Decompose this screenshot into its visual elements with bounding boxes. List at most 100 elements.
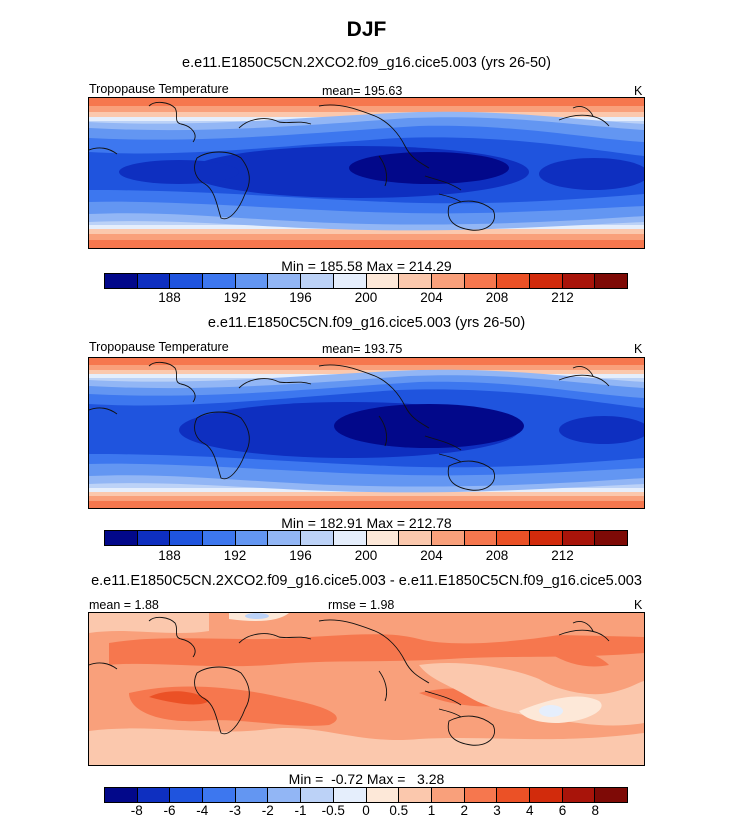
colorbar-segment (431, 531, 465, 545)
panel-3-colorbar-ticks: -8 -6 -4 -3 -2 -1 -0.5 0 0.5 1 2 3 4 6 8 (0, 803, 733, 821)
colorbar-segment (399, 274, 432, 288)
colorbar-segment (431, 274, 465, 288)
panel-1-map (88, 97, 645, 249)
colorbar-segment (105, 274, 138, 288)
panel-1-colorbar-ticks: 188 192 196 200 204 208 212 (0, 290, 733, 308)
colorbar-tick-label: -0.5 (321, 803, 345, 818)
colorbar-segment (562, 531, 596, 545)
colorbar-segment (137, 531, 171, 545)
colorbar-segment (235, 274, 269, 288)
panel-3-heatmap (89, 613, 644, 765)
colorbar-segment (170, 274, 204, 288)
colorbar-tick-label: 204 (420, 548, 443, 563)
panel-2-stats: Min = 182.91 Max = 212.78 (281, 515, 452, 531)
colorbar-segment (497, 274, 530, 288)
panel-2-title: e.e11.E1850C5CN.f09_g16.cice5.003 (yrs 2… (207, 315, 526, 331)
colorbar-tick-label: -4 (196, 803, 209, 818)
colorbar-tick-label: 200 (354, 548, 378, 563)
colorbar-segment (203, 274, 236, 288)
colorbar-tick-label: 208 (485, 548, 509, 563)
panel-2-map (88, 357, 645, 509)
panel-2-heatmap (89, 358, 644, 508)
panel-3-map (88, 612, 645, 766)
panel-3-mean-label: mean = 1.88 (89, 598, 159, 612)
panel-3-rmse-label: rmse = 1.98 (328, 598, 395, 612)
colorbar-tick-label: 4 (525, 803, 534, 818)
colorbar-segment (529, 531, 563, 545)
colorbar-segment (464, 274, 498, 288)
colorbar-tick-label: 6 (558, 803, 567, 818)
colorbar-segment (333, 274, 367, 288)
colorbar-segment (366, 788, 400, 802)
colorbar-segment (137, 788, 171, 802)
colorbar-tick-label: 8 (591, 803, 600, 818)
colorbar-segment (170, 531, 204, 545)
colorbar-segment (497, 788, 530, 802)
colorbar-segment (595, 274, 627, 288)
colorbar-tick-label: 196 (289, 548, 312, 563)
colorbar-tick-label: -6 (163, 803, 176, 818)
colorbar-segment (301, 531, 334, 545)
colorbar-segment (301, 788, 334, 802)
colorbar-tick-label: 2 (460, 803, 469, 818)
panel-3-units-label: K (634, 598, 643, 612)
colorbar-segment (235, 531, 269, 545)
colorbar-segment (105, 531, 138, 545)
colorbar-tick-label: 196 (289, 290, 312, 305)
colorbar-segment (464, 531, 498, 545)
colorbar-segment (170, 788, 204, 802)
panel-1-heatmap (89, 98, 644, 248)
colorbar-tick-label: 212 (551, 548, 574, 563)
figure-title: DJF (346, 18, 387, 41)
colorbar-tick-label: 192 (223, 290, 247, 305)
colorbar-segment (529, 788, 563, 802)
panel-3-colorbar (104, 787, 628, 803)
colorbar-segment (203, 531, 236, 545)
panel-1-stats: Min = 185.58 Max = 214.29 (281, 258, 452, 274)
colorbar-segment (301, 274, 334, 288)
colorbar-segment (562, 788, 596, 802)
panel-3-stats: Min = -0.72 Max = 3.28 (288, 771, 445, 787)
panel-1-colorbar (104, 273, 628, 289)
colorbar-segment (595, 531, 627, 545)
colorbar-segment (268, 531, 302, 545)
colorbar-segment (137, 274, 171, 288)
colorbar-segment (431, 788, 465, 802)
colorbar-tick-label: -2 (261, 803, 274, 818)
panel-1-title: e.e11.E1850C5CN.2XCO2.f09_g16.cice5.003 … (182, 55, 551, 71)
colorbar-tick-label: -1 (294, 803, 307, 818)
colorbar-tick-label: 0.5 (389, 803, 409, 818)
colorbar-segment (464, 788, 498, 802)
panel-2-variable-label: Tropopause Temperature (89, 340, 229, 354)
colorbar-segment (333, 531, 367, 545)
colorbar-tick-label: 3 (493, 803, 501, 818)
colorbar-tick-label: 1 (427, 803, 436, 818)
colorbar-segment (333, 788, 367, 802)
colorbar-tick-label: 188 (158, 290, 181, 305)
panel-1-mean-label: mean= 195.63 (322, 84, 403, 98)
panel-1-variable-label: Tropopause Temperature (89, 82, 229, 96)
colorbar-tick-label: 212 (551, 290, 574, 305)
panel-1-units-label: K (634, 84, 643, 98)
colorbar-segment (497, 531, 530, 545)
panel-2-mean-label: mean= 193.75 (322, 342, 403, 356)
colorbar-segment (268, 274, 302, 288)
panel-2-units-label: K (634, 342, 643, 356)
colorbar-tick-label: 188 (158, 548, 181, 563)
colorbar-tick-label: 200 (354, 290, 378, 305)
colorbar-tick-label: 204 (420, 290, 443, 305)
colorbar-segment (105, 788, 138, 802)
panel-3-title: e.e11.E1850C5CN.2XCO2.f09_g16.cice5.003 … (91, 573, 642, 589)
colorbar-tick-label: 208 (485, 290, 509, 305)
colorbar-segment (529, 274, 563, 288)
colorbar-tick-label: 192 (223, 548, 247, 563)
colorbar-tick-label: 0 (362, 803, 370, 818)
colorbar-segment (268, 788, 302, 802)
colorbar-segment (366, 531, 400, 545)
colorbar-segment (203, 788, 236, 802)
panel-2-colorbar-ticks: 188 192 196 200 204 208 212 (0, 548, 733, 566)
colorbar-segment (235, 788, 269, 802)
colorbar-tick-label: -3 (228, 803, 242, 818)
colorbar-segment (562, 274, 596, 288)
panel-2-colorbar (104, 530, 628, 546)
